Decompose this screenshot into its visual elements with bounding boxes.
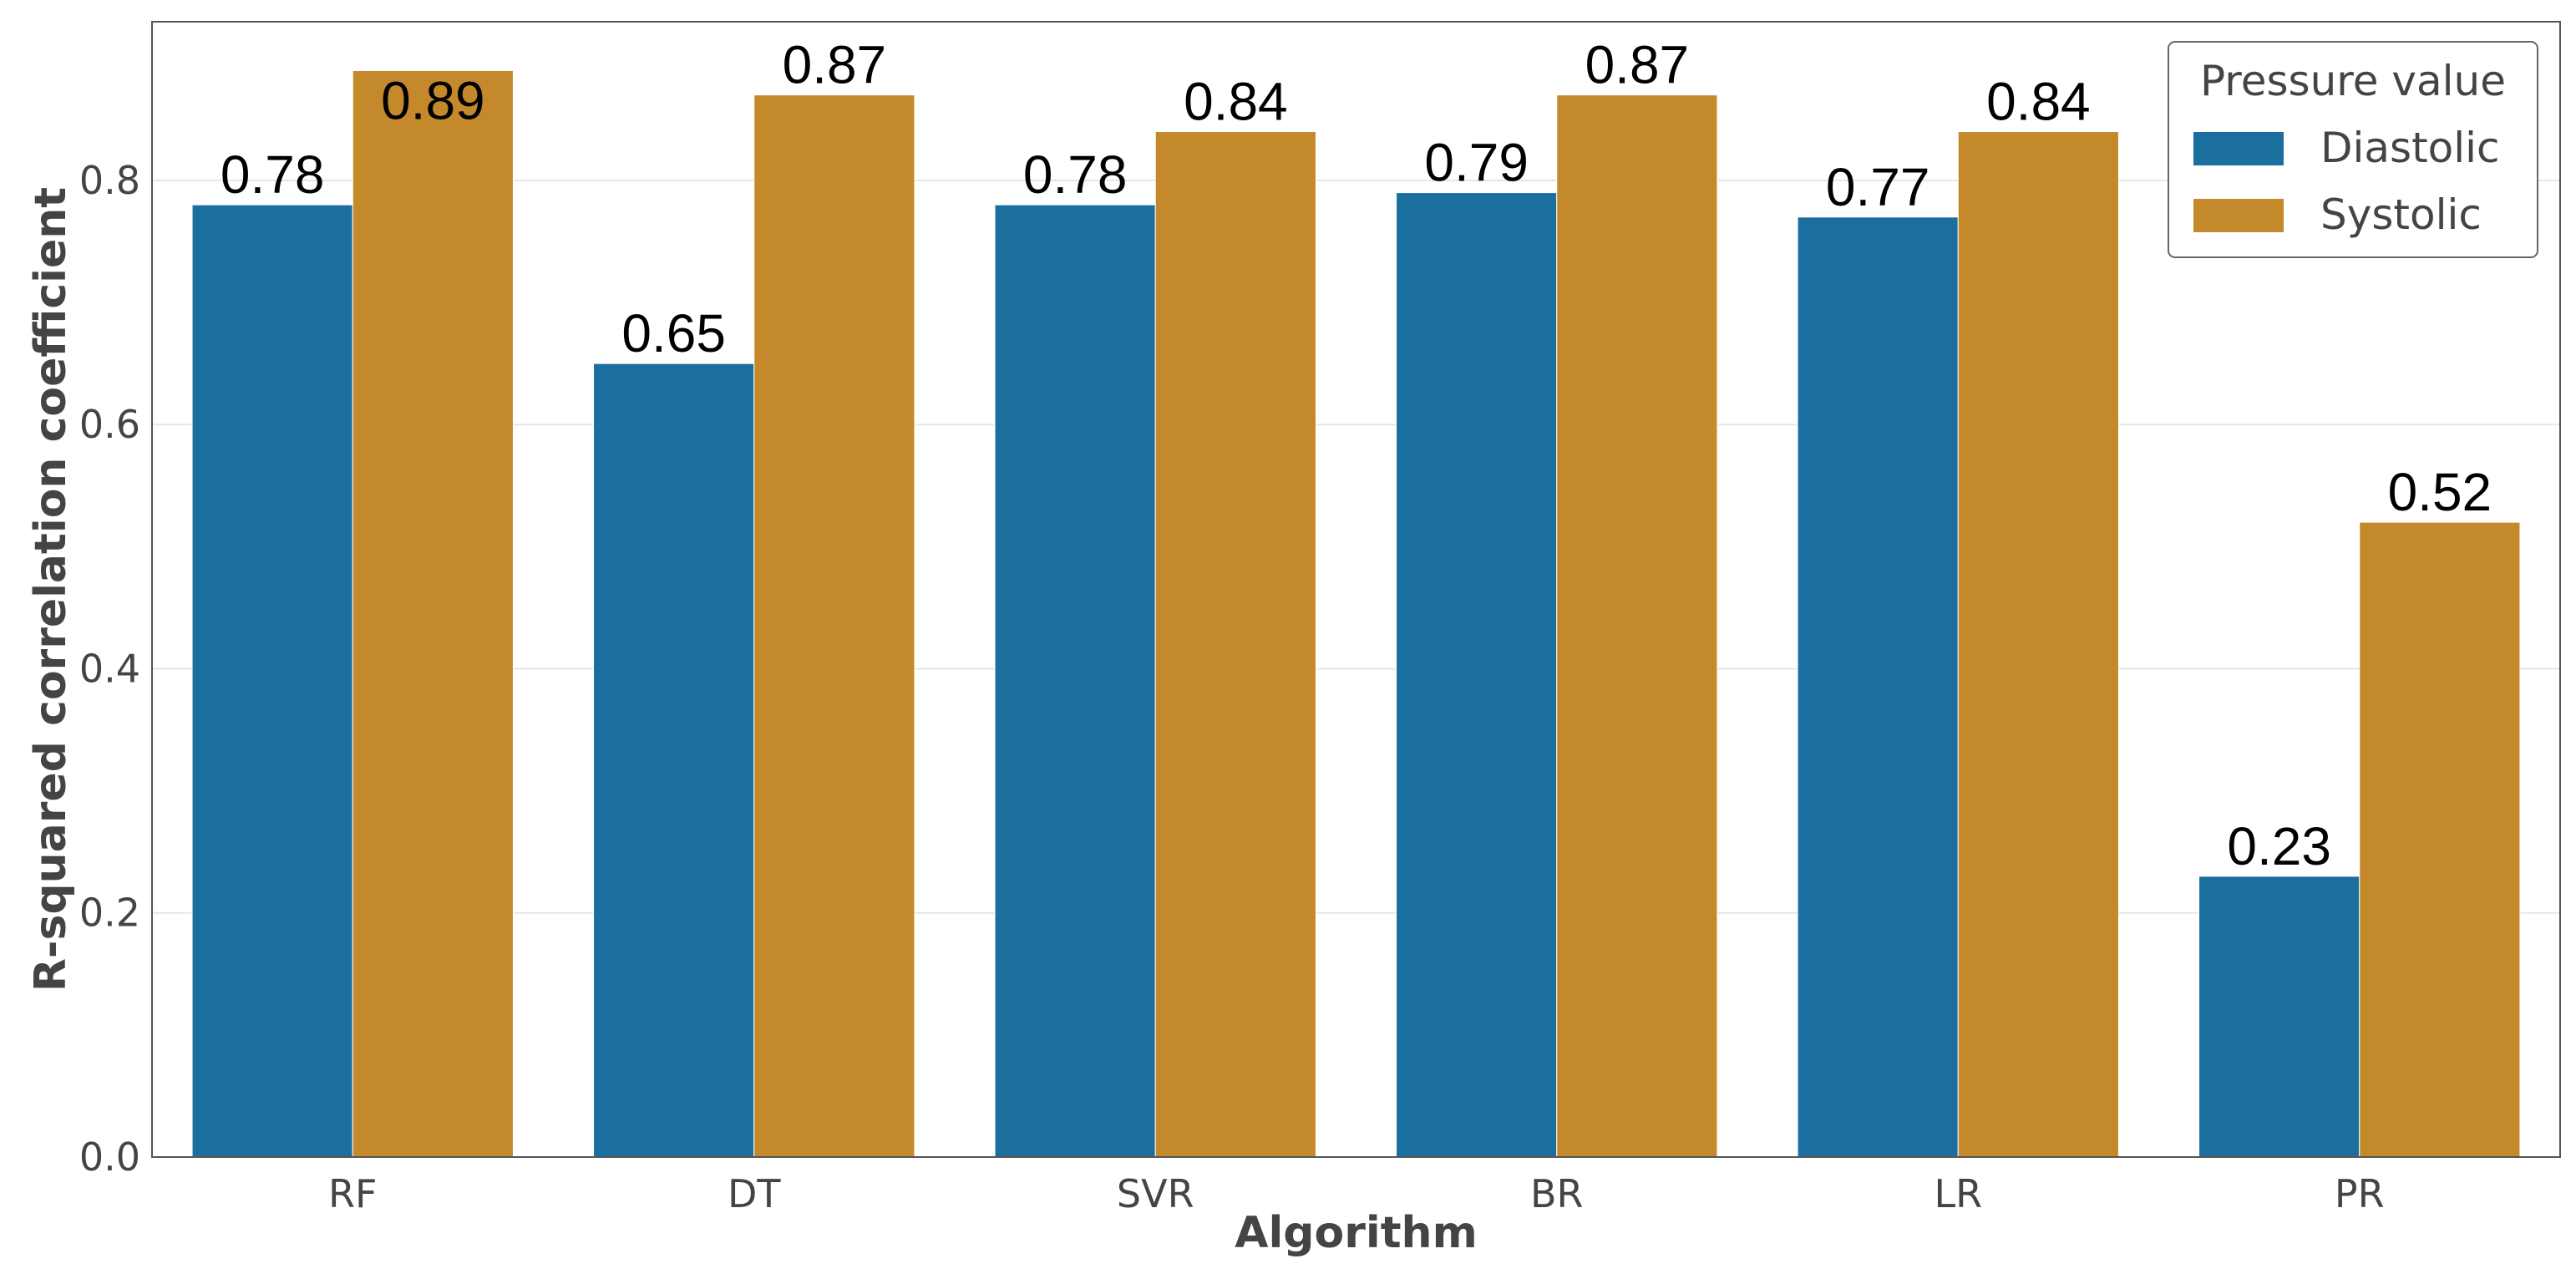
y-axis-title: R-squared correlation coefficient — [26, 187, 76, 992]
y-tick-label: 0.2 — [79, 891, 140, 936]
x-tick-label: LR — [1934, 1171, 1982, 1216]
y-tick-label: 0.4 — [79, 646, 140, 691]
data-label: 0.79 — [1424, 133, 1529, 193]
y-tick-label: 0.6 — [79, 402, 140, 447]
data-label: 0.78 — [1023, 145, 1128, 205]
x-tick-label: RF — [328, 1171, 377, 1216]
bar-systolic-dt — [753, 94, 915, 1158]
bar-systolic-br — [1556, 94, 1718, 1158]
bar-systolic-rf — [352, 69, 514, 1158]
data-label: 0.77 — [1826, 157, 1930, 217]
legend-swatch-diastolic — [2193, 132, 2284, 165]
x-axis-ticks: RF DT SVR BR LR PR — [328, 1171, 2385, 1216]
legend-label-diastolic: Diastolic — [2320, 124, 2500, 172]
bar-systolic-svr — [1154, 131, 1316, 1158]
bar-diastolic-rf — [191, 204, 353, 1158]
bars — [191, 69, 2521, 1158]
legend-label-systolic: Systolic — [2320, 190, 2482, 239]
bar-diastolic-pr — [2198, 876, 2360, 1158]
legend-items: Diastolic Systolic — [2193, 124, 2500, 239]
gridlines — [152, 179, 2560, 914]
y-axis-ticks: 0.0 0.2 0.4 0.6 0.8 — [79, 158, 140, 1180]
bar-diastolic-br — [1396, 192, 1558, 1158]
data-label: 0.87 — [1585, 35, 1690, 95]
data-label: 0.52 — [2388, 462, 2492, 522]
legend: Pressure value Diastolic Systolic — [2168, 41, 2538, 258]
plot-frame — [151, 21, 2561, 1158]
bar-systolic-lr — [1957, 131, 2119, 1158]
y-tick-label: 0.0 — [79, 1134, 140, 1180]
bar-diastolic-dt — [593, 363, 755, 1158]
data-labels: 0.78 0.89 0.65 0.87 0.78 0.84 0.79 0.87 0.77 0.84… — [221, 35, 2492, 876]
legend-swatch-systolic — [2193, 199, 2284, 232]
data-label: 0.65 — [621, 303, 726, 363]
data-label: 0.78 — [221, 145, 325, 205]
x-tick-label: PR — [2335, 1171, 2385, 1216]
data-label: 0.87 — [783, 35, 887, 95]
data-label: 0.89 — [381, 70, 485, 130]
x-tick-label: SVR — [1117, 1171, 1194, 1216]
x-tick-label: BR — [1530, 1171, 1584, 1216]
data-label: 0.84 — [1986, 72, 2091, 132]
x-tick-label: DT — [728, 1171, 781, 1216]
bar-diastolic-lr — [1797, 216, 1959, 1158]
data-label: 0.23 — [2227, 816, 2331, 876]
data-label: 0.84 — [1184, 72, 1288, 132]
x-axis-title: Algorithm — [1235, 1208, 1478, 1258]
bar-systolic-pr — [2359, 521, 2521, 1158]
legend-title: Pressure value — [2200, 57, 2506, 105]
bar-diastolic-svr — [994, 204, 1156, 1158]
y-tick-label: 0.8 — [79, 158, 140, 203]
